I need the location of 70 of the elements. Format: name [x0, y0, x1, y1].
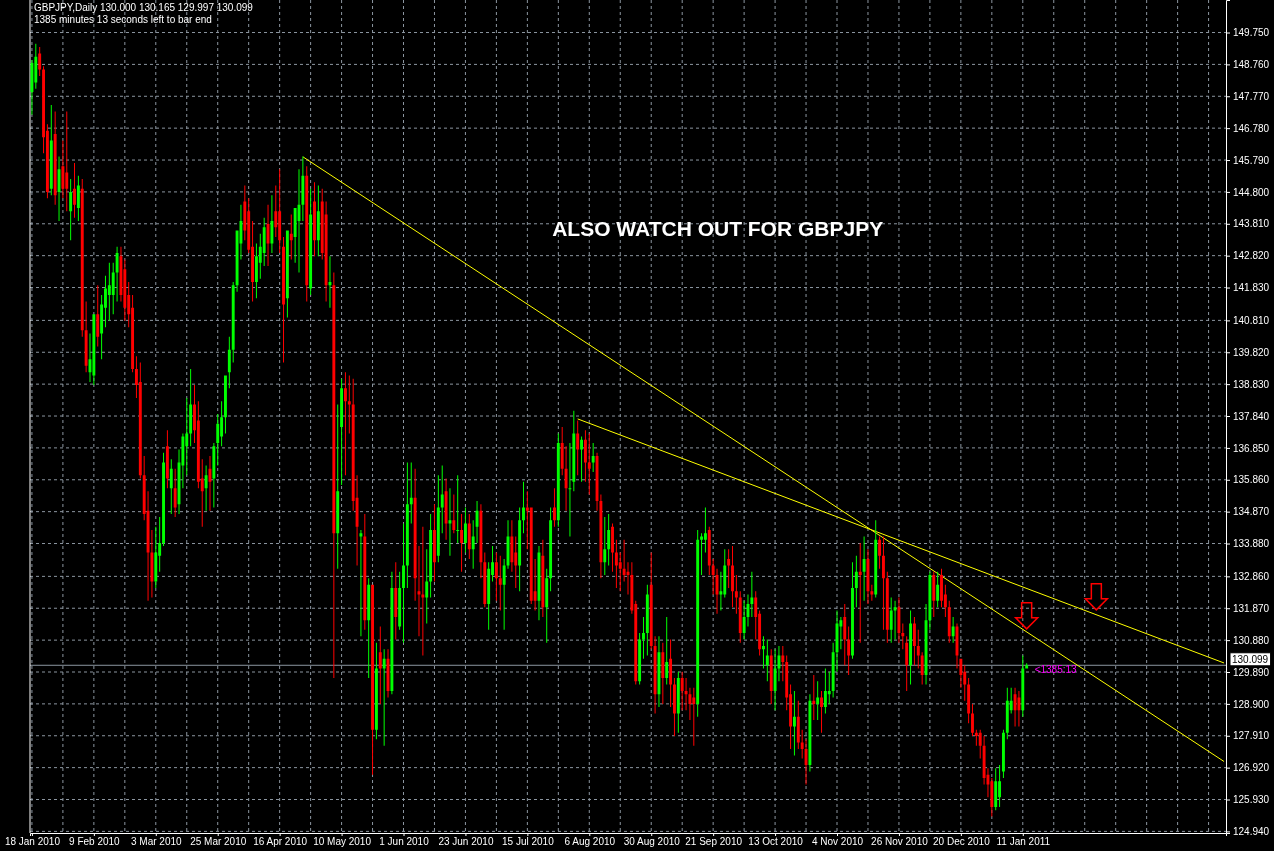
y-tick-label: 136.850	[1233, 442, 1270, 454]
candlestick	[328, 256, 332, 308]
candlestick	[289, 214, 293, 260]
y-tick-label: 144.800	[1233, 186, 1270, 198]
candlestick	[812, 674, 816, 720]
candlestick	[734, 575, 738, 614]
candlestick	[901, 623, 905, 650]
x-tick-label: 6 Aug 2010	[564, 836, 616, 848]
y-tick-label: 143.810	[1233, 218, 1270, 230]
y-tick-label: 147.770	[1233, 90, 1270, 102]
y-tick-label: 149.750	[1233, 27, 1270, 39]
x-tick-label: 25 Mar 2010	[190, 836, 247, 848]
y-tick-label: 133.880	[1233, 538, 1270, 550]
annotation: <1385:13	[1034, 663, 1078, 675]
x-tick-label: 21 Sep 2010	[685, 836, 743, 848]
candlestick	[347, 375, 351, 434]
candlestick	[456, 475, 460, 543]
candlestick	[421, 526, 425, 656]
y-tick-label: 125.930	[1233, 794, 1270, 806]
x-tick-label: 23 Jun 2010	[438, 836, 494, 848]
y-tick-label: 141.830	[1233, 282, 1270, 294]
candlestick	[762, 636, 765, 669]
x-tick-label: 11 Jan 2011	[996, 836, 1051, 848]
x-tick-label: 4 Nov 2010	[811, 836, 864, 848]
y-tick-label: 135.860	[1233, 474, 1270, 486]
x-tick-label: 30 Aug 2010	[623, 836, 681, 848]
candlestick	[568, 443, 572, 537]
x-tick-label: 9 Feb 2010	[69, 836, 121, 848]
candlestick	[816, 681, 820, 720]
y-tick-label: 129.890	[1233, 666, 1270, 678]
y-tick-label: 139.820	[1233, 346, 1270, 358]
y-tick-label: 145.790	[1233, 154, 1270, 166]
chart-title: GBPJPY,Daily 130.000 130.165 129.997 130.099	[34, 2, 254, 13]
candlestick	[409, 462, 413, 524]
ref-line-label: 130.099	[1232, 653, 1269, 665]
x-tick-label: 15 Jul 2010	[502, 836, 555, 848]
y-tick-label: 124.940	[1233, 826, 1270, 838]
x-tick-label: 13 Oct 2010	[748, 836, 804, 848]
y-tick-label: 131.870	[1233, 602, 1270, 614]
y-tick-label: 127.910	[1233, 730, 1270, 742]
x-tick-label: 10 May 2010	[313, 836, 372, 848]
candlestick	[382, 649, 386, 746]
candlestick	[587, 433, 591, 495]
y-tick-label: 142.820	[1233, 250, 1270, 262]
y-tick-label: 146.780	[1233, 122, 1270, 134]
candlestick	[858, 542, 862, 643]
y-tick-label: 126.920	[1233, 762, 1270, 774]
y-tick-label: 138.830	[1233, 378, 1270, 390]
x-tick-label: 16 Apr 2010	[253, 836, 308, 848]
y-tick-label: 140.810	[1233, 315, 1270, 327]
y-tick-label: 148.760	[1233, 59, 1270, 71]
y-tick-label: 130.880	[1233, 634, 1270, 646]
y-tick-label: 132.860	[1233, 571, 1270, 583]
annotation: 1385 minutes 13 seconds left to bar end	[34, 14, 212, 25]
y-tick-label: 137.840	[1233, 410, 1270, 422]
candlestick	[498, 555, 502, 611]
candlestick	[448, 488, 452, 556]
x-tick-label: 1 Jun 2010	[379, 836, 430, 848]
annotation: ALSO WATCH OUT FOR GBPJPY	[552, 217, 884, 240]
x-tick-label: 20 Dec 2010	[933, 836, 991, 848]
x-tick-label: 3 Mar 2010	[131, 836, 183, 848]
x-tick-label: 26 Nov 2010	[871, 836, 929, 848]
candlestick	[65, 111, 69, 212]
y-tick-label: 134.870	[1233, 506, 1270, 518]
y-tick-label: 128.900	[1233, 698, 1270, 710]
x-tick-label: 18 Jan 2010	[4, 836, 61, 848]
candlestick	[359, 530, 363, 637]
candlestick	[692, 687, 696, 746]
candlestick	[344, 372, 347, 476]
candlestick	[893, 600, 897, 640]
